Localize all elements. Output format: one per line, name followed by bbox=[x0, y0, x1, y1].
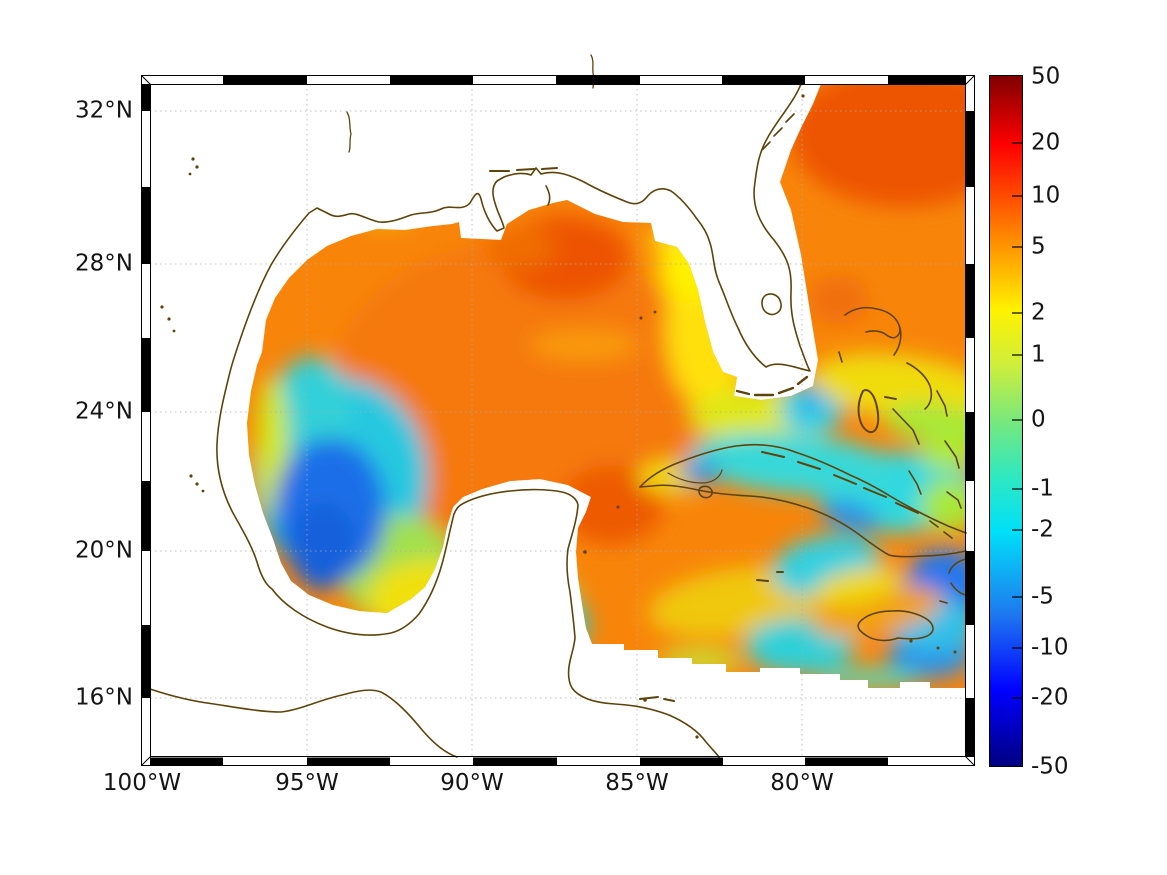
cuba-north-cays bbox=[761, 451, 919, 514]
colorbar: 50 20 10 5 2 1 0 -1 -2 -5 -10 -20 -50 bbox=[989, 64, 1069, 780]
lon-tick-label-80w: 80°W bbox=[770, 770, 834, 796]
lon-axis: 100°W 95°W 90°W 85°W 80°W bbox=[103, 770, 834, 796]
colorbar-gradient bbox=[989, 75, 1023, 767]
coast-cuba-south bbox=[639, 484, 967, 558]
lat-tick-label-20n: 20°N bbox=[75, 538, 133, 564]
bahamas-andros bbox=[857, 389, 880, 434]
bahamas-eleuthera bbox=[906, 362, 933, 410]
isle-of-youth bbox=[698, 485, 713, 499]
chandeleur-islands bbox=[545, 185, 551, 206]
colorbar-label-m2: -2 bbox=[1031, 517, 1054, 543]
bahamas-exuma bbox=[892, 408, 920, 445]
colorbar-label-m5: -5 bbox=[1031, 584, 1054, 610]
jamaica bbox=[857, 610, 934, 642]
colorbar-label-1: 1 bbox=[1031, 342, 1046, 368]
colorbar-label-0: 0 bbox=[1031, 407, 1046, 433]
lon-tick-label-100w: 100°W bbox=[103, 770, 181, 796]
bahamas-se-cays bbox=[929, 520, 953, 539]
colorbar-label-10: 10 bbox=[1031, 183, 1060, 209]
colorbar-ticks bbox=[1012, 142, 1022, 699]
texas-lake-squiggle bbox=[346, 111, 352, 153]
lat-tick-label-16n: 16°N bbox=[75, 685, 133, 711]
lon-tick-label-90w: 90°W bbox=[440, 770, 504, 796]
colorbar-label-m50: -50 bbox=[1031, 754, 1069, 780]
lon-tick-label-85w: 85°W bbox=[605, 770, 669, 796]
honduras-islands bbox=[639, 696, 675, 702]
bahamas-crooked bbox=[946, 491, 962, 509]
heatmap-field bbox=[247, 84, 966, 688]
colorbar-label-20: 20 bbox=[1031, 130, 1060, 156]
frame-corner-diagonals bbox=[141, 75, 975, 766]
coast-us-mexico-yucatan bbox=[216, 83, 811, 758]
colorbar-label-5: 5 bbox=[1031, 234, 1046, 260]
colorbar-label-m20: -20 bbox=[1031, 685, 1069, 711]
bahamas-cat-island bbox=[936, 390, 948, 417]
colorbar-labels: 50 20 10 5 2 1 0 -1 -2 -5 -10 -20 -50 bbox=[1031, 64, 1069, 780]
bahamas-long-island bbox=[944, 440, 960, 469]
mississippi-barrier-islands bbox=[489, 167, 558, 172]
colorbar-label-50: 50 bbox=[1031, 64, 1060, 90]
lat-tick-label-28n: 28°N bbox=[75, 251, 133, 277]
colorbar-label-m10: -10 bbox=[1031, 635, 1069, 661]
lat-tick-label-24n: 24°N bbox=[75, 399, 133, 425]
graticule bbox=[150, 84, 966, 757]
islet-dots bbox=[160, 94, 957, 739]
frame-black-segments bbox=[142, 76, 975, 766]
georgia-sea-islands bbox=[761, 113, 795, 151]
lake-okeechobee bbox=[761, 293, 782, 316]
colorbar-label-2: 2 bbox=[1031, 300, 1046, 326]
bahamas-bimini bbox=[838, 351, 843, 363]
bahamas-grand-abaco bbox=[844, 306, 902, 356]
lon-tick-label-95w: 95°W bbox=[275, 770, 339, 796]
bahamas-new-providence bbox=[884, 396, 897, 400]
florida-keys bbox=[735, 375, 809, 397]
lat-axis: 32°N 28°N 24°N 20°N 16°N bbox=[75, 98, 133, 711]
coast-cuba-north bbox=[639, 443, 967, 534]
lat-tick-label-32n: 32°N bbox=[75, 98, 133, 124]
coast-cuba-batabano bbox=[667, 469, 723, 484]
map-frame bbox=[141, 75, 975, 766]
bahamas-ragged bbox=[908, 470, 922, 495]
coast-pacific bbox=[149, 688, 458, 758]
hispaniola-fragments bbox=[939, 558, 967, 604]
coastlines bbox=[149, 54, 967, 758]
cayman-islands bbox=[756, 571, 784, 582]
colorbar-label-m1: -1 bbox=[1031, 476, 1054, 502]
